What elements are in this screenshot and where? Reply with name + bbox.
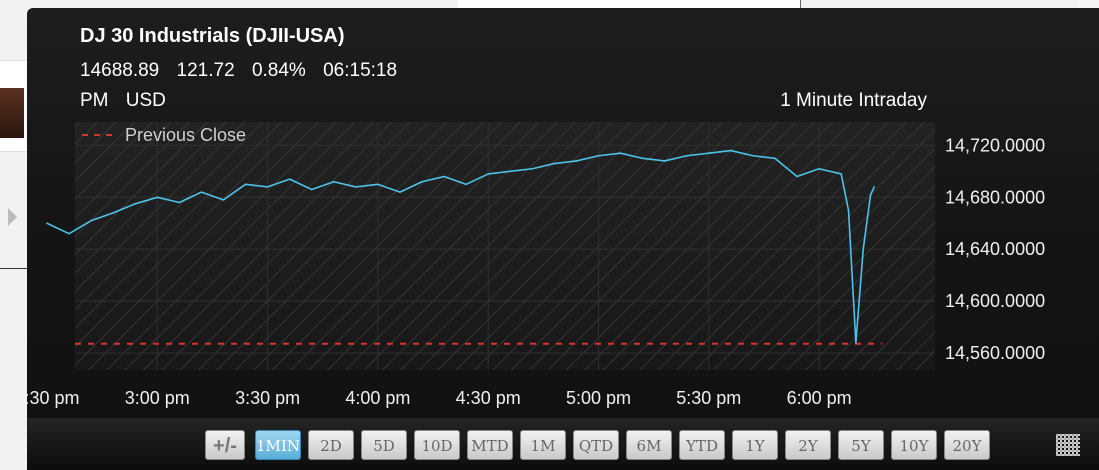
chart-svg: Previous Close 14,720.000014,680.000014,…: [27, 122, 1045, 408]
price-point: [266, 186, 269, 188]
currency: USD: [125, 90, 166, 111]
y-tick-label: 14,680.0000: [945, 187, 1045, 207]
scroll-left-icon[interactable]: [8, 208, 17, 226]
x-tick-label: 4:30 pm: [456, 388, 521, 408]
price-point: [443, 175, 445, 178]
price-point: [465, 183, 467, 186]
legend: Previous Close: [82, 125, 246, 145]
y-tick-label: 14,640.0000: [945, 239, 1045, 259]
price-point: [399, 191, 401, 193]
price-point: [730, 149, 732, 152]
x-axis: 2:30 pm 3:00 pm 3:30 pm 4:00 pm 4:30 pm 5:00 …: [27, 388, 852, 408]
grid-icon: [1056, 434, 1080, 456]
range-button-5y[interactable]: 5Y: [838, 430, 884, 460]
x-tick-label: 6:00 pm: [787, 388, 852, 408]
price-point: [310, 188, 313, 191]
price-point: [244, 183, 247, 186]
range-button-20y[interactable]: 20Y: [944, 430, 990, 460]
price-point: [553, 162, 556, 165]
range-button-10d[interactable]: 10D: [414, 430, 460, 460]
price-point: [332, 180, 335, 183]
price-point: [796, 175, 798, 178]
price-point: [178, 201, 181, 204]
x-tick-label: 5:00 pm: [566, 388, 631, 408]
price-point: [112, 212, 114, 214]
range-button-2y[interactable]: 2Y: [785, 430, 831, 460]
price-point: [641, 157, 644, 160]
price-point: [509, 170, 512, 173]
price-point: [597, 154, 600, 157]
price-point: [663, 160, 666, 162]
quote-time: 06:15:18: [323, 60, 398, 81]
price-point: [134, 203, 137, 205]
price-point: [752, 154, 754, 157]
price-point: [46, 222, 48, 225]
price-point: [869, 193, 872, 196]
y-axis: 14,720.0000 14,680.0000 14,640.0000 14,600.…: [945, 135, 1045, 363]
price-point: [685, 154, 688, 157]
legend-label: Previous Close: [125, 125, 246, 145]
range-button-1min[interactable]: 1MIN: [255, 430, 301, 460]
background-divider: [0, 268, 30, 269]
price-point: [873, 186, 876, 188]
x-tick-label: 3:00 pm: [125, 388, 190, 408]
range-button-5d[interactable]: 5D: [361, 430, 407, 460]
x-tick-label: 4:00 pm: [345, 388, 410, 408]
range-button-1y[interactable]: 1Y: [732, 430, 778, 460]
y-tick-label: 14,720.0000: [945, 135, 1045, 155]
price-point: [862, 248, 865, 251]
range-button-6m[interactable]: 6M: [626, 430, 672, 460]
price-point: [200, 191, 203, 193]
price-series: [46, 149, 876, 344]
background-thumbnail: [0, 88, 24, 138]
x-tick-label: 3:30 pm: [235, 388, 300, 408]
last-price: 14688.89: [80, 60, 160, 81]
price-change: 121.72: [176, 60, 235, 81]
y-tick-label: 14,560.0000: [945, 343, 1045, 363]
price-point: [355, 186, 357, 188]
price-point: [531, 167, 534, 170]
range-toolbar: +/- 1MIN 2D 5D 10D MTD 1M QTD 6M YTD 1Y 2Y 5Y 10Y 20Y: [27, 418, 1099, 470]
interval-label: 1 Minute Intraday: [780, 90, 927, 111]
grid-view-button[interactable]: [1051, 430, 1087, 460]
plot-hatching: [75, 122, 935, 370]
range-button-qtd[interactable]: QTD: [573, 430, 619, 460]
range-button-10y[interactable]: 10Y: [891, 430, 937, 460]
y-tick-label: 14,600.0000: [945, 291, 1045, 311]
range-button-2d[interactable]: 2D: [308, 430, 354, 460]
price-point: [840, 173, 842, 175]
price-point: [487, 173, 490, 175]
price-point: [68, 232, 70, 235]
time-period: PM: [80, 90, 109, 111]
price-point: [619, 152, 622, 154]
price-point: [774, 157, 776, 160]
price-point: [818, 167, 820, 170]
price-point: [156, 196, 159, 199]
range-button-1m[interactable]: 1M: [520, 430, 566, 460]
quote-chart-widget: DJ 30 Industrials (DJII-USA) 14688.89 12…: [27, 8, 1099, 470]
range-button-mtd[interactable]: MTD: [467, 430, 513, 460]
price-point: [708, 152, 710, 154]
price-point: [222, 199, 225, 201]
price-point: [847, 209, 850, 212]
price-point: [377, 183, 379, 186]
price-point: [855, 341, 857, 344]
price-change-percent: 0.84%: [251, 60, 306, 81]
price-point: [288, 178, 291, 180]
price-point: [90, 219, 92, 222]
chart-title: DJ 30 Industrials (DJII-USA): [80, 25, 345, 47]
price-line: [46, 149, 875, 344]
price-point: [575, 160, 578, 162]
quote-line: 14688.89 121.72 0.84% 06:15:18: [80, 60, 409, 82]
price-point: [421, 180, 423, 183]
x-tick-label: 5:30 pm: [676, 388, 741, 408]
quote-meta: PM USD: [80, 90, 178, 112]
gridlines: [75, 122, 935, 370]
compare-button[interactable]: +/-: [205, 430, 245, 460]
range-button-ytd[interactable]: YTD: [679, 430, 725, 460]
x-tick-label: 2:30 pm: [27, 388, 80, 408]
